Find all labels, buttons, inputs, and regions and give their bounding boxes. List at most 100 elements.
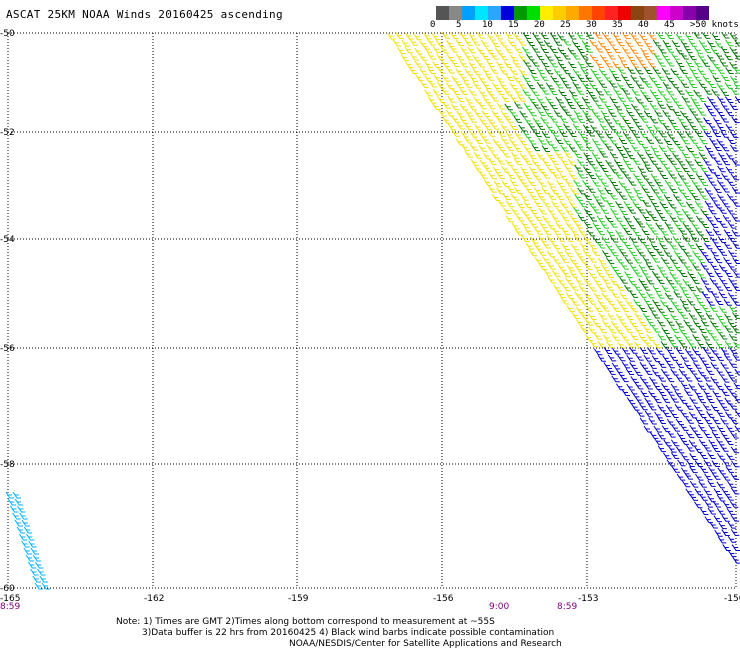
wind-barb bbox=[703, 87, 713, 95]
wind-barb bbox=[640, 89, 649, 97]
wind-barb bbox=[478, 144, 488, 152]
wind-barb bbox=[565, 179, 574, 187]
wind-barb bbox=[675, 347, 684, 354]
wind-barb bbox=[731, 186, 740, 194]
wind-barb bbox=[689, 136, 699, 144]
wind-barb bbox=[604, 103, 613, 111]
wind-barb bbox=[712, 130, 721, 137]
wind-barb bbox=[460, 46, 469, 54]
wind-barb bbox=[649, 157, 658, 165]
wind-barb bbox=[538, 263, 548, 270]
wind-barb bbox=[491, 40, 500, 48]
wind-barb bbox=[690, 96, 699, 104]
wind-barb bbox=[513, 32, 522, 40]
wind-barb bbox=[693, 89, 702, 97]
wind-barb bbox=[601, 264, 610, 272]
wind-barb bbox=[696, 299, 706, 306]
wind-barb bbox=[486, 60, 495, 67]
wind-barb bbox=[468, 32, 477, 40]
wind-barb bbox=[654, 109, 663, 117]
wind-barb bbox=[577, 75, 586, 82]
wind-barb bbox=[623, 242, 633, 250]
wind-barb bbox=[697, 396, 706, 404]
wind-barb bbox=[611, 375, 620, 383]
wind-barb bbox=[710, 333, 719, 341]
wind-barb bbox=[712, 472, 721, 480]
wind-barb bbox=[665, 45, 675, 53]
wind-barb bbox=[669, 256, 678, 264]
wind-barb bbox=[571, 52, 581, 60]
wind-barb bbox=[572, 81, 581, 89]
wind-barb bbox=[583, 152, 592, 160]
wind-barb bbox=[540, 32, 549, 40]
wind-barb bbox=[644, 410, 654, 418]
wind-barb bbox=[621, 74, 630, 81]
wind-barb bbox=[456, 95, 465, 103]
wind-barb bbox=[409, 67, 418, 74]
wind-barb bbox=[490, 66, 499, 74]
wind-barb bbox=[689, 123, 698, 131]
wind-barb bbox=[670, 313, 679, 321]
wind-barb bbox=[492, 194, 501, 201]
wind-barb bbox=[677, 172, 687, 180]
wind-barb bbox=[660, 299, 669, 307]
wind-barb bbox=[436, 40, 445, 47]
wind-barb bbox=[593, 332, 603, 340]
wind-barb bbox=[560, 186, 569, 194]
wind-barb bbox=[670, 283, 679, 291]
wind-barb bbox=[680, 453, 690, 461]
wind-barb bbox=[596, 241, 606, 249]
wind-barb bbox=[673, 165, 682, 173]
wind-barb bbox=[686, 460, 695, 467]
wind-barb bbox=[681, 137, 690, 145]
wind-barb bbox=[600, 165, 609, 173]
wind-barb bbox=[680, 424, 689, 431]
wind-barb bbox=[545, 96, 554, 104]
wind-barb bbox=[618, 180, 627, 188]
wind-barb bbox=[612, 46, 621, 53]
colorbar-swatch bbox=[592, 6, 605, 20]
wind-barb bbox=[716, 95, 726, 103]
wind-barb bbox=[641, 158, 651, 166]
wind-barb bbox=[511, 166, 520, 174]
wind-barb bbox=[611, 334, 621, 341]
wind-barb bbox=[687, 284, 696, 292]
wind-barb bbox=[576, 32, 585, 40]
wind-barb bbox=[724, 82, 734, 89]
wind-barb bbox=[565, 292, 575, 300]
wind-barb bbox=[555, 221, 564, 229]
wind-barb bbox=[672, 109, 681, 116]
wind-barb bbox=[707, 495, 716, 503]
wind-barb bbox=[602, 320, 611, 327]
wind-barb bbox=[573, 234, 583, 242]
colorbar-label: 15 bbox=[508, 20, 519, 30]
wind-barb bbox=[699, 493, 708, 501]
wind-barb bbox=[683, 319, 692, 327]
wind-barb bbox=[641, 144, 651, 152]
wind-barb bbox=[680, 354, 689, 362]
wind-barb bbox=[589, 39, 598, 47]
wind-barb bbox=[684, 33, 694, 40]
wind-barb bbox=[704, 187, 713, 195]
wind-barb bbox=[647, 249, 656, 257]
wind-barb bbox=[442, 116, 452, 124]
wind-barb bbox=[578, 200, 588, 208]
wind-barb bbox=[722, 459, 731, 467]
colorbar-swatch bbox=[644, 6, 657, 20]
wind-barb bbox=[523, 145, 533, 153]
wind-barb bbox=[470, 158, 480, 166]
wind-barb bbox=[447, 95, 456, 103]
wind-barb bbox=[576, 319, 585, 326]
wind-barb bbox=[579, 297, 589, 305]
wind-barb bbox=[578, 131, 587, 138]
wind-barb bbox=[501, 95, 510, 102]
wind-barb bbox=[730, 514, 740, 522]
wind-barb bbox=[683, 263, 693, 271]
wind-barb bbox=[565, 221, 574, 229]
wind-barb bbox=[629, 362, 638, 369]
wind-barb bbox=[731, 116, 740, 124]
wind-barb bbox=[478, 130, 487, 138]
wind-barb bbox=[459, 32, 468, 39]
colorbar-swatch bbox=[475, 6, 488, 20]
wind-barb bbox=[569, 115, 578, 123]
